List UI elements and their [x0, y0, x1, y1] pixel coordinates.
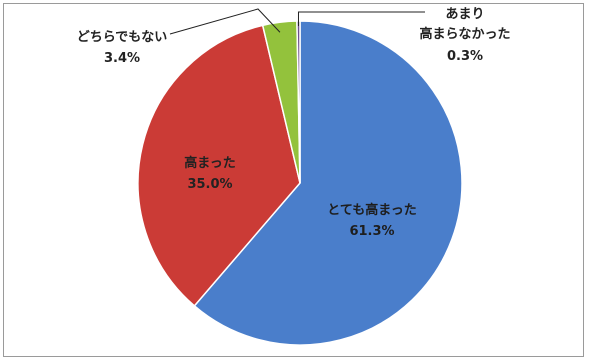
slice-takamatta [137, 24, 301, 307]
leader-line-dochira [169, 8, 281, 35]
slice-value-amari: 0.3% [447, 49, 483, 64]
slice-totemo [193, 20, 463, 346]
slice-value-dochira: 3.4% [104, 51, 140, 66]
slice-value-takamatta: 35.0% [187, 177, 232, 192]
slice-label-amari-line1: あまり [445, 7, 484, 22]
slice-label-takamatta: 高まった [184, 155, 235, 171]
slice-label-totemo: とても高まった [327, 202, 416, 218]
leader-line-amari [297, 11, 425, 27]
slice-value-totemo: 61.3% [349, 224, 394, 239]
slice-label-dochira: どちらでもない [77, 30, 168, 45]
slice-label-amari-line2: 高まらなかった [419, 26, 510, 42]
